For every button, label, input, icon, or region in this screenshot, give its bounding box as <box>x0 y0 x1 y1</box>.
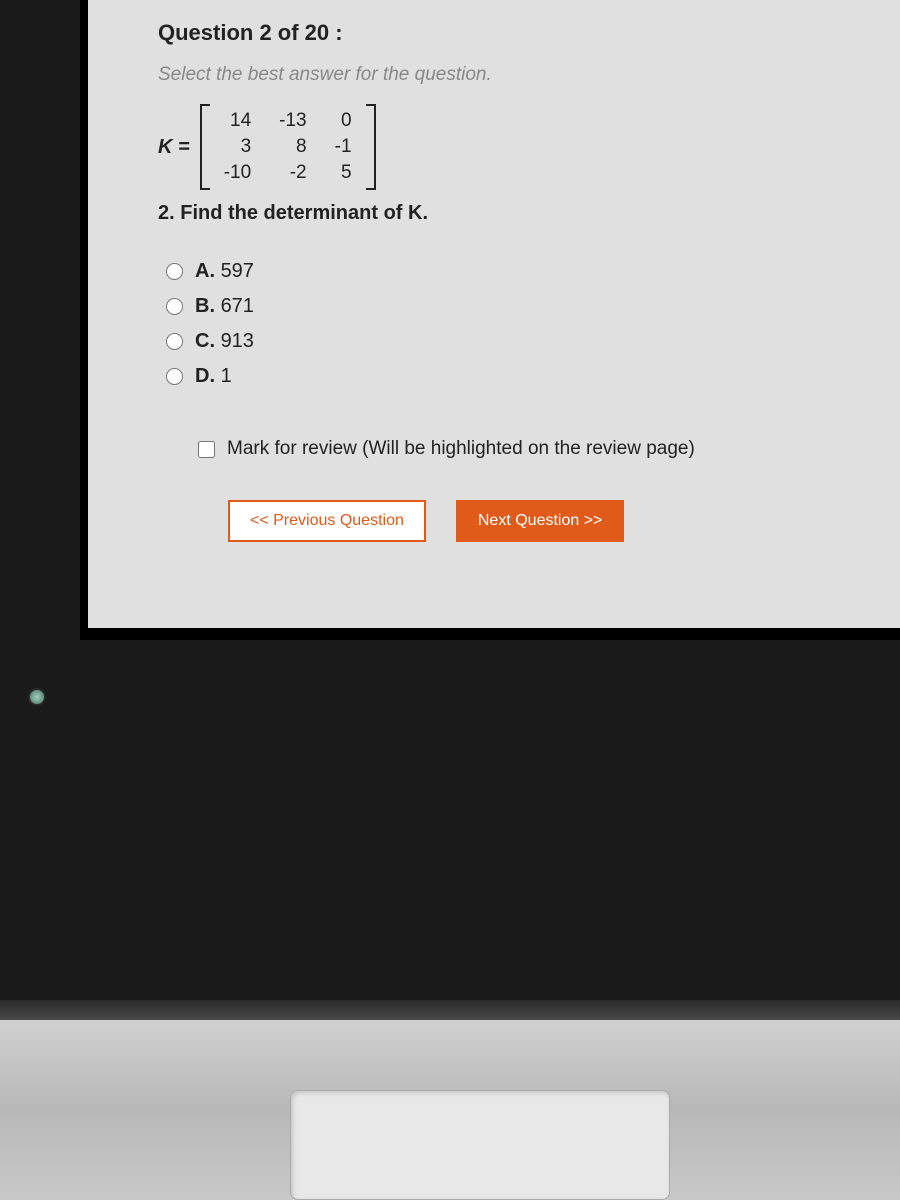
matrix-row-2: -10 -2 5 <box>210 160 366 186</box>
matrix-row-0: 14 -13 0 <box>210 108 366 134</box>
option-a-label: A. 597 <box>195 260 254 283</box>
mark-review-label: Mark for review (Will be highlighted on … <box>227 438 695 460</box>
matrix-cell: -2 <box>265 160 320 186</box>
answer-options: A. 597 B. 671 C. 913 D. 1 <box>166 260 860 388</box>
matrix-cell: -10 <box>210 160 265 186</box>
matrix-table: 14 -13 0 3 8 -1 -10 -2 5 <box>210 108 366 186</box>
option-c-radio[interactable] <box>166 333 183 350</box>
mark-for-review-row[interactable]: Mark for review (Will be highlighted on … <box>198 438 860 460</box>
option-d-text: 1 <box>221 365 232 387</box>
matrix-expression: K = 14 -13 0 3 8 -1 -10 -2 5 <box>158 104 860 190</box>
option-c[interactable]: C. 913 <box>166 330 860 353</box>
option-a[interactable]: A. 597 <box>166 260 860 283</box>
question-counter: Question 2 of 20 : <box>158 20 860 46</box>
option-d-radio[interactable] <box>166 368 183 385</box>
matrix-cell: -13 <box>265 108 320 134</box>
question-text: 2. Find the determinant of K. <box>158 202 860 225</box>
power-led-icon <box>30 690 44 704</box>
nav-buttons: << Previous Question Next Question >> <box>228 500 860 542</box>
next-question-button[interactable]: Next Question >> <box>456 500 625 542</box>
matrix-cell: 3 <box>210 134 265 160</box>
option-c-text: 913 <box>221 330 254 352</box>
laptop-trackpad <box>290 1090 670 1200</box>
matrix-brackets: 14 -13 0 3 8 -1 -10 -2 5 <box>200 104 376 190</box>
matrix-cell: 8 <box>265 134 320 160</box>
option-b-radio[interactable] <box>166 298 183 315</box>
previous-question-button[interactable]: << Previous Question <box>228 500 426 542</box>
quiz-panel: Question 2 of 20 : Select the best answe… <box>80 0 900 640</box>
option-a-text: 597 <box>221 260 254 282</box>
matrix-label: K = <box>158 136 190 159</box>
option-b-text: 671 <box>221 295 254 317</box>
option-d-label: D. 1 <box>195 365 232 388</box>
option-c-label: C. 913 <box>195 330 254 353</box>
matrix-cell: -1 <box>321 134 366 160</box>
matrix-cell: 14 <box>210 108 265 134</box>
matrix-cell: 5 <box>321 160 366 186</box>
matrix-cell: 0 <box>321 108 366 134</box>
option-a-radio[interactable] <box>166 263 183 280</box>
mark-review-checkbox[interactable] <box>198 441 215 458</box>
laptop-hinge <box>0 1000 900 1020</box>
option-b[interactable]: B. 671 <box>166 295 860 318</box>
option-d[interactable]: D. 1 <box>166 365 860 388</box>
instruction-text: Select the best answer for the question. <box>158 64 860 86</box>
option-b-label: B. 671 <box>195 295 254 318</box>
matrix-row-1: 3 8 -1 <box>210 134 366 160</box>
